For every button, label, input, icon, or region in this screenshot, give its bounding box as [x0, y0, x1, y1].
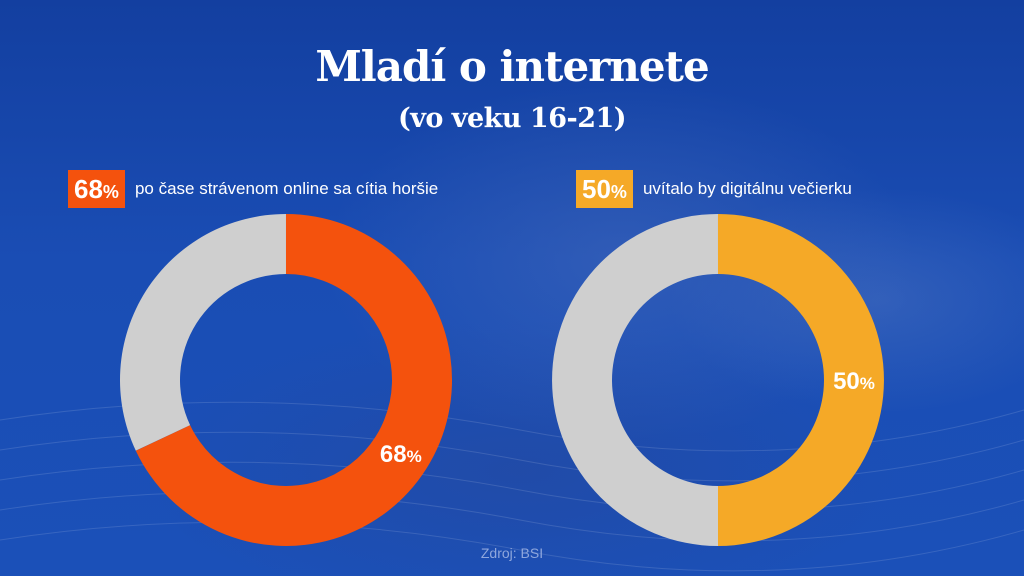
chart-1-badge-value: 68 — [74, 174, 103, 204]
chart-2-badge: 50% — [576, 170, 633, 208]
source-note: Zdroj: BSI — [480, 545, 544, 561]
chart-1-slice-2 — [120, 214, 286, 451]
chart-1-badge-unit: % — [102, 182, 119, 202]
chart-2-badge-unit: % — [610, 182, 627, 202]
chart-2-caption-text: uvítalo by digitálnu večierku — [642, 179, 852, 198]
chart-2-slice-1 — [718, 214, 884, 546]
chart-1-slice-1-label: 68% — [380, 441, 422, 468]
chart-2-caption: 50% uvítalo by digitálnu večierku — [576, 170, 852, 208]
page-subtitle: (vo veku 16-21) — [397, 103, 627, 134]
donut-chart-2: 50% — [552, 214, 884, 546]
donut-chart-1: 68% — [120, 214, 452, 546]
chart-1-caption: 68% po čase strávenom online sa cítia ho… — [68, 170, 438, 208]
page-title: Mladí o internete — [315, 42, 709, 91]
chart-2-badge-value: 50 — [582, 174, 611, 204]
chart-1-slice-1 — [135, 214, 452, 546]
chart-2-slice-2 — [552, 214, 718, 546]
chart-1-caption-text: po čase strávenom online sa cítia horšie — [134, 179, 439, 198]
chart-2-slice-1-label: 50% — [833, 368, 875, 395]
chart-1-badge: 68% — [68, 170, 125, 208]
